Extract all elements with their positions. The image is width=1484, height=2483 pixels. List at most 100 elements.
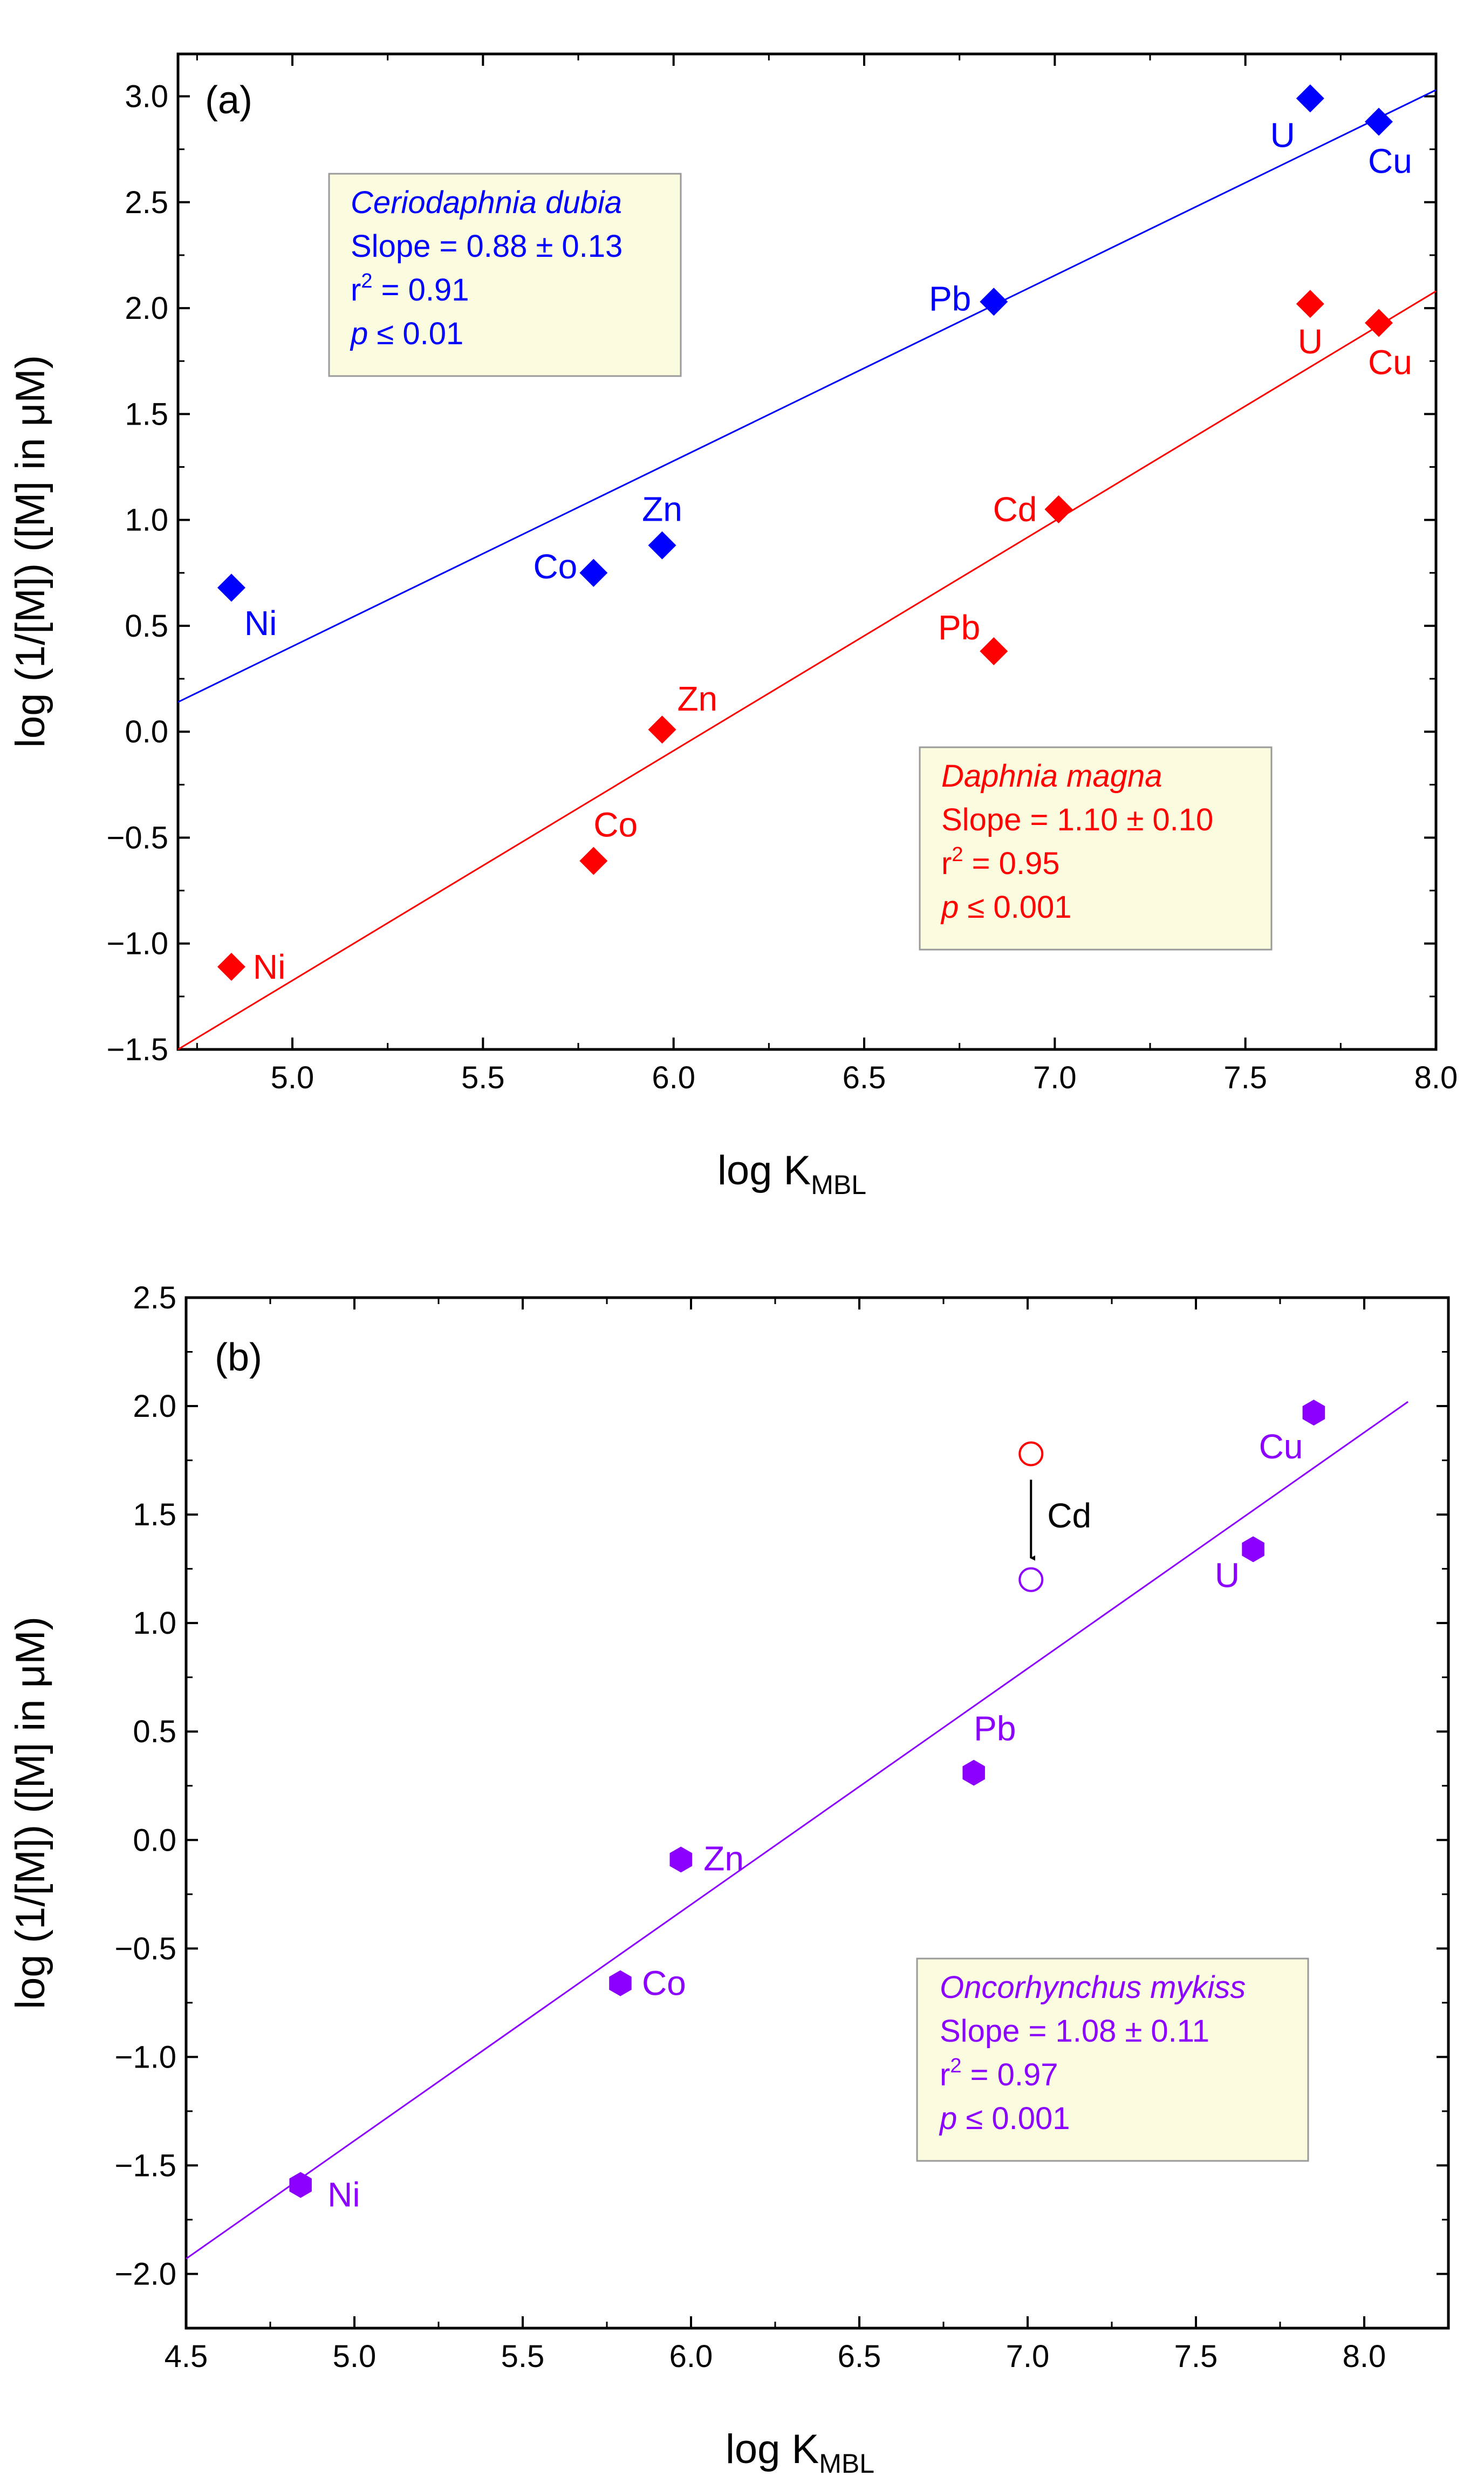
x-tick-label: 8.0	[1343, 2339, 1386, 2374]
fit-lines-a	[177, 89, 1437, 1050]
fit-line-ceriodaphnia-dubia	[177, 89, 1437, 703]
y-tick-label: 0.5	[125, 609, 168, 644]
y-tick-label: 3.0	[125, 79, 168, 114]
panel-label-b: (b)	[215, 1336, 262, 1379]
point-oncorhynchus-mykiss-cu	[1302, 1400, 1325, 1426]
y-tick-label: 1.0	[133, 1606, 176, 1641]
r2-text-ceriodaphnia: r2 = 0.91	[351, 270, 469, 308]
point-label-ceriodaphnia-dubia-pb: Pb	[929, 279, 971, 318]
x-tick-label: 7.5	[1174, 2339, 1218, 2374]
species-name-daphnia: Daphnia magna	[941, 759, 1162, 794]
x-tick-label: 8.0	[1414, 1060, 1458, 1095]
y-tick-label: 0.0	[133, 1823, 176, 1858]
x-tick-label: 5.0	[333, 2339, 377, 2374]
x-tick-label: 7.5	[1223, 1060, 1267, 1095]
plot-frame-a	[176, 52, 1438, 1051]
slope-text-ceriodaphnia: Slope = 0.88 ± 0.13	[351, 229, 623, 264]
y-tick-label: 2.0	[133, 1389, 176, 1424]
y-tick-label: −1.0	[115, 2039, 177, 2075]
y-tick-label: 1.5	[133, 1497, 176, 1532]
point-label-daphnia-magna-ni: Ni	[253, 947, 285, 986]
y-tick-label: −1.5	[107, 1032, 169, 1067]
point-ceriodaphnia-dubia-zn	[648, 531, 676, 560]
point-ceriodaphnia-dubia-co	[579, 558, 608, 587]
point-ceriodaphnia-dubia-u	[1296, 84, 1324, 113]
fit-lines-b	[186, 1401, 1408, 2260]
x-tick-label: 6.0	[652, 1060, 695, 1095]
y-axis-title-b: log (1/[M]) ([M] in μM)	[8, 1616, 53, 2009]
point-oncorhynchus-mykiss-u	[1242, 1536, 1264, 1563]
panel-a: 5.0 5.5 6.0 6.5 7.0 7.5 8.0 −1.5 −1.0 −0.5 0.0 0.5 1…	[8, 52, 1458, 1200]
p-text-oncorhynchus: p ≤ 0.001	[939, 2101, 1070, 2136]
y-tick-label: −1.5	[115, 2148, 177, 2183]
y-tick-label: −2.0	[115, 2256, 177, 2291]
x-axis-title-b: log KMBL	[726, 2426, 874, 2479]
point-label-ceriodaphnia-dubia-ni: Ni	[244, 604, 277, 643]
slope-text-daphnia: Slope = 1.10 ± 0.10	[941, 802, 1213, 837]
point-oncorhynchus-mykiss-co	[609, 1970, 632, 1996]
point-label-oncorhynchus-mykiss-pb: Pb	[974, 1709, 1016, 1748]
point-oncorhynchus-mykiss-pb	[962, 1759, 985, 1786]
stats-box-daphnia: Daphnia magna Slope = 1.10 ± 0.10 r2 = 0…	[919, 746, 1273, 951]
y-tick-label: 1.5	[125, 397, 168, 432]
x-tick-label: 6.0	[669, 2339, 713, 2374]
point-label-oncorhynchus-mykiss-ni: Ni	[327, 2175, 360, 2214]
y-tick-label: −0.5	[107, 820, 169, 855]
cd-outlier-group: Cd	[1018, 1441, 1091, 1592]
point-oncorhynchus-mykiss-ni	[289, 2172, 312, 2198]
species-name-ceriodaphnia: Ceriodaphnia dubia	[351, 185, 622, 220]
stats-box-oncorhynchus: Oncorhynchus mykiss Slope = 1.08 ± 0.11 …	[916, 1957, 1309, 2162]
cd-shift-label: Cd	[1047, 1496, 1091, 1535]
point-label-daphnia-magna-pb: Pb	[938, 608, 980, 647]
point-label-oncorhynchus-mykiss-u: U	[1215, 1556, 1240, 1594]
point-daphnia-magna-ni	[217, 952, 245, 981]
data-points-a: Ni Co Zn Pb U Cu Ni Co Zn Pb Cd U Cu	[217, 84, 1412, 986]
point-label-ceriodaphnia-dubia-zn: Zn	[642, 490, 682, 529]
point-daphnia-magna-cd	[1044, 495, 1073, 523]
y-axis-title-a: log (1/[M]) ([M] in μM)	[8, 355, 53, 748]
x-tick-label: 4.5	[165, 2339, 208, 2374]
point-label-oncorhynchus-mykiss-co: Co	[642, 1964, 686, 2003]
slope-text-oncorhynchus: Slope = 1.08 ± 0.11	[940, 2014, 1209, 2049]
x-tick-label: 5.5	[501, 2339, 545, 2374]
p-text-ceriodaphnia: p ≤ 0.01	[350, 316, 463, 351]
point-daphnia-magna-co	[579, 847, 608, 875]
panel-label-a: (a)	[205, 79, 252, 122]
point-label-ceriodaphnia-dubia-co: Co	[533, 547, 577, 586]
cd-corrected-point	[1018, 1567, 1044, 1592]
plot-frame-b	[184, 1296, 1450, 2330]
point-daphnia-magna-u	[1296, 290, 1324, 318]
point-label-oncorhynchus-mykiss-cu: Cu	[1259, 1427, 1303, 1466]
y-tick-label: −0.5	[115, 1931, 177, 1966]
y-tick-label: 1.0	[125, 503, 168, 538]
fit-line-oncorhynchus-mykiss	[186, 1401, 1408, 2260]
cd-original-point	[1018, 1441, 1044, 1466]
point-daphnia-magna-zn	[648, 715, 676, 744]
y-tick-label: 0.5	[133, 1714, 176, 1749]
panel-b: 4.5 5.0 5.5 6.0 6.5 7.0 7.5 8.0 −2.0 −1.5 −1.0 −0.5…	[8, 1280, 1450, 2479]
y-tick-label: 2.5	[133, 1280, 176, 1315]
x-tick-label: 5.5	[461, 1060, 505, 1095]
fit-line-daphnia-magna	[177, 290, 1437, 1050]
y-tick-label: 2.0	[125, 291, 168, 326]
point-label-daphnia-magna-zn: Zn	[677, 679, 717, 718]
r2-text-daphnia: r2 = 0.95	[941, 843, 1059, 881]
point-ceriodaphnia-dubia-ni	[217, 574, 245, 602]
p-text-daphnia: p ≤ 0.001	[940, 890, 1071, 925]
point-daphnia-magna-pb	[980, 637, 1008, 665]
stats-box-ceriodaphnia: Ceriodaphnia dubia Slope = 0.88 ± 0.13 r…	[328, 173, 682, 377]
point-label-daphnia-magna-cu: Cu	[1368, 343, 1412, 382]
point-label-daphnia-magna-u: U	[1298, 322, 1323, 361]
y-tick-label: 2.5	[125, 185, 168, 220]
point-ceriodaphnia-dubia-pb	[980, 288, 1008, 316]
point-daphnia-magna-cu	[1365, 309, 1393, 337]
point-label-ceriodaphnia-dubia-u: U	[1270, 115, 1295, 154]
y-tick-label: 0.0	[125, 714, 168, 749]
point-label-oncorhynchus-mykiss-zn: Zn	[703, 1839, 744, 1878]
x-tick-label: 6.5	[838, 2339, 881, 2374]
x-tick-label: 7.0	[1033, 1060, 1077, 1095]
data-points-b: Ni Co Zn Pb U Cu	[289, 1400, 1325, 2214]
x-tick-label: 7.0	[1006, 2339, 1050, 2374]
r2-text-oncorhynchus: r2 = 0.97	[940, 2055, 1058, 2092]
